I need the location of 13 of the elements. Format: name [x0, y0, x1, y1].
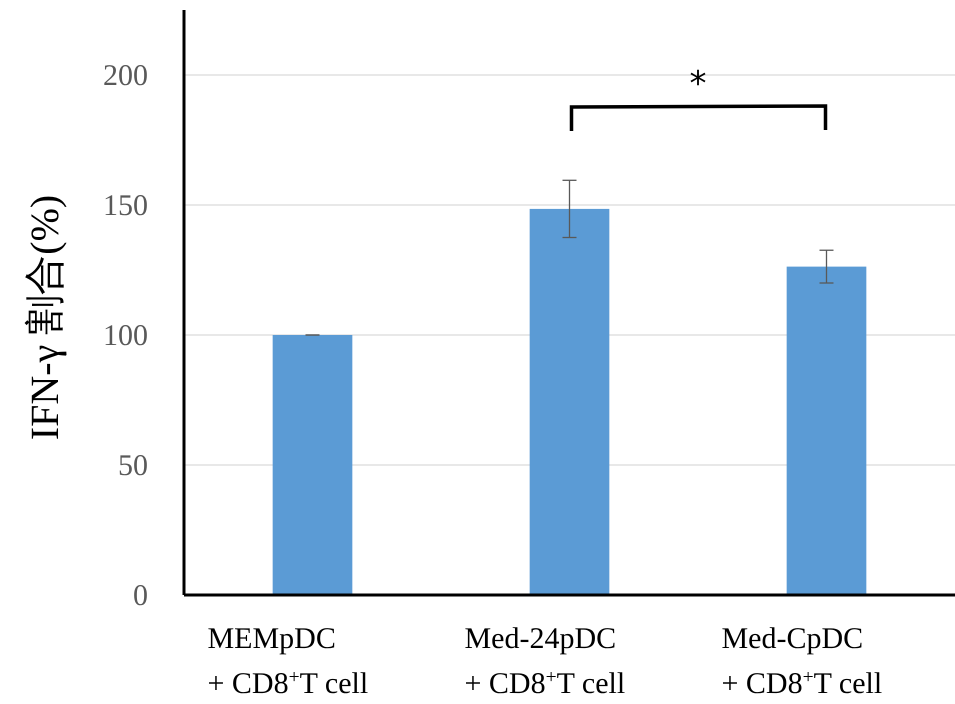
bar [786, 266, 866, 595]
x-tick-label: Med-24pDC + CD8$^{+}$T cell [464, 622, 626, 700]
y-tick-label: 150 [103, 189, 148, 222]
y-tick-label: 100 [103, 319, 148, 352]
y-tick-label: 0 [133, 579, 148, 612]
y-tick-label: 200 [103, 59, 148, 92]
y-tick-label: 50 [118, 449, 148, 482]
y-axis-title: IFN-γ 割合(%) [22, 194, 67, 440]
bar [530, 208, 610, 595]
bar [272, 335, 352, 595]
annotation: * [690, 64, 706, 104]
x-tick-label: MEMpDC + CD8$^{+}$T cell [208, 622, 368, 700]
x-tick-label: Med-CpDC + CD8$^{+}$T cell [722, 622, 882, 700]
